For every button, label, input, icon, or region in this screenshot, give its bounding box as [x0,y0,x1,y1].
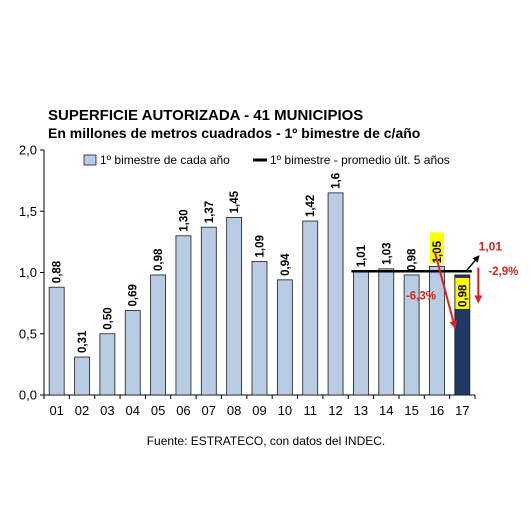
axes: 0,0 0,5 1,0 1,5 2,0 01 02 03 04 05 06 07 08 09 10 11 12 1… [19,143,476,418]
data-label-07: 1,37 [204,201,216,223]
x-tick-label: 09 [252,403,266,418]
data-label-05: 0,98 [153,248,165,271]
x-tick-label: 15 [404,403,418,418]
x-tick-label: 13 [354,403,368,418]
bar-13 [353,270,369,396]
x-tick-label: 06 [176,403,190,418]
bar-12 [327,192,344,396]
data-label-08: 1,45 [229,190,241,213]
bar-03 [99,333,116,396]
y-tick-label: 1,5 [19,204,37,219]
bar-05 [150,274,166,396]
annotations: -6,3% 1,01 -2,9% [406,239,518,329]
data-label-04: 0,69 [128,284,140,306]
data-label-10: 0,94 [280,253,292,276]
bar-07 [200,226,217,396]
data-label-02: 0,31 [77,330,89,353]
data-label-01: 0,88 [52,260,64,283]
x-tick-label: 05 [151,403,165,418]
average-label: 1,01 [479,239,503,253]
average-arrow [465,255,480,272]
chart-title: SUPERFICIE AUTORIZADA - 41 MUNICIPIOS [48,107,363,124]
data-label-14: 1,03 [381,242,393,264]
x-tick-label: 07 [202,403,216,418]
bar-14 [378,268,395,396]
data-label-06: 1,30 [178,209,190,231]
highlight-box-16 [429,232,444,264]
source-note: Fuente: ESTRATECO, con datos del INDEC. [147,434,386,448]
x-tick-label: 12 [328,403,342,418]
bar-10 [276,279,293,396]
y-tick-label: 0,0 [19,388,37,403]
data-label-03: 0,50 [102,307,114,329]
bar-11 [302,220,319,396]
data-label-11: 1,42 [305,195,317,217]
highlight-box-17 [455,277,470,309]
data-label-15: 0,98 [407,248,419,271]
bar-04 [124,310,141,396]
bar-01 [48,286,65,396]
data-label-12: 1,6 [331,173,343,189]
x-tick-label: 14 [379,403,393,418]
decline-arrow-left [434,252,458,329]
data-label-17: 0,98 [457,284,469,307]
bar-06 [175,235,192,396]
x-tick-label: 02 [75,403,89,418]
y-tick-label: 2,0 [19,143,37,158]
bars [48,192,472,396]
bar-16 [429,265,445,396]
data-labels: 0,88 0,31 0,50 0,69 0,98 1,30 1,37 1,45 1,09 0,94… [52,173,470,353]
x-tick-label: 01 [49,403,63,418]
bar-08 [226,216,243,396]
legend: 1º bimestre de cada año 1º bimestre - pr… [83,153,450,167]
chart-subtitle: En millones de metros cuadrados - 1º bim… [48,125,420,141]
y-tick-label: 1,0 [19,265,37,280]
x-tick-label: 11 [303,403,317,418]
pct-change-left: -6,3% [406,290,436,302]
data-label-09: 1,09 [255,235,267,257]
x-tick-label: 03 [100,403,114,418]
legend-label-bars: 1º bimestre de cada año [100,153,230,167]
y-tick-label: 0,5 [19,326,37,341]
x-tick-label: 17 [455,403,469,418]
pct-change-right: -2,9% [488,266,518,278]
data-label-16: 1,05 [432,240,444,263]
x-tick-label: 04 [126,403,140,418]
data-label-13: 1,01 [356,244,368,267]
legend-swatch-bars [83,154,97,166]
bar-02 [74,356,90,396]
bar-15 [403,274,420,396]
x-tick-label: 10 [278,403,292,418]
x-tick-label: 08 [227,403,241,418]
x-tick-label: 16 [430,403,444,418]
legend-label-line: 1º bimestre - promedio últ. 5 años [270,153,450,167]
bar-09 [251,261,268,396]
